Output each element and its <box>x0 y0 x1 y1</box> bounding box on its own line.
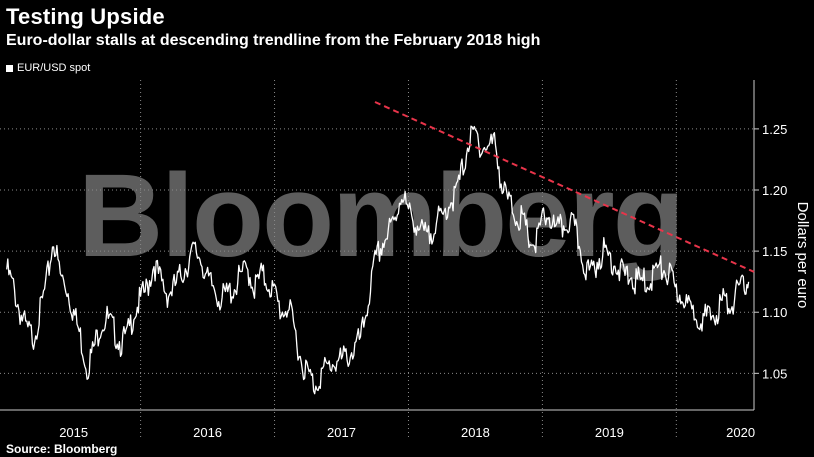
descending-trendline <box>375 102 754 272</box>
x-tick-label: 2020 <box>726 425 755 440</box>
x-tick-label: 2019 <box>595 425 624 440</box>
x-tick-label: 2017 <box>327 425 356 440</box>
y-tick-label: 1.20 <box>762 183 787 198</box>
x-tick-label: 2016 <box>193 425 222 440</box>
eurusd-series-line <box>7 126 749 394</box>
y-tick-label: 1.05 <box>762 366 787 381</box>
x-tick-label: 2015 <box>59 425 88 440</box>
y-tick-label: 1.15 <box>762 244 787 259</box>
y-axis-label: Dollars per euro <box>794 202 811 309</box>
y-tick-label: 1.10 <box>762 305 787 320</box>
source-note: Source: Bloomberg <box>6 442 117 456</box>
y-tick-label: 1.25 <box>762 122 787 137</box>
x-tick-label: 2018 <box>461 425 490 440</box>
